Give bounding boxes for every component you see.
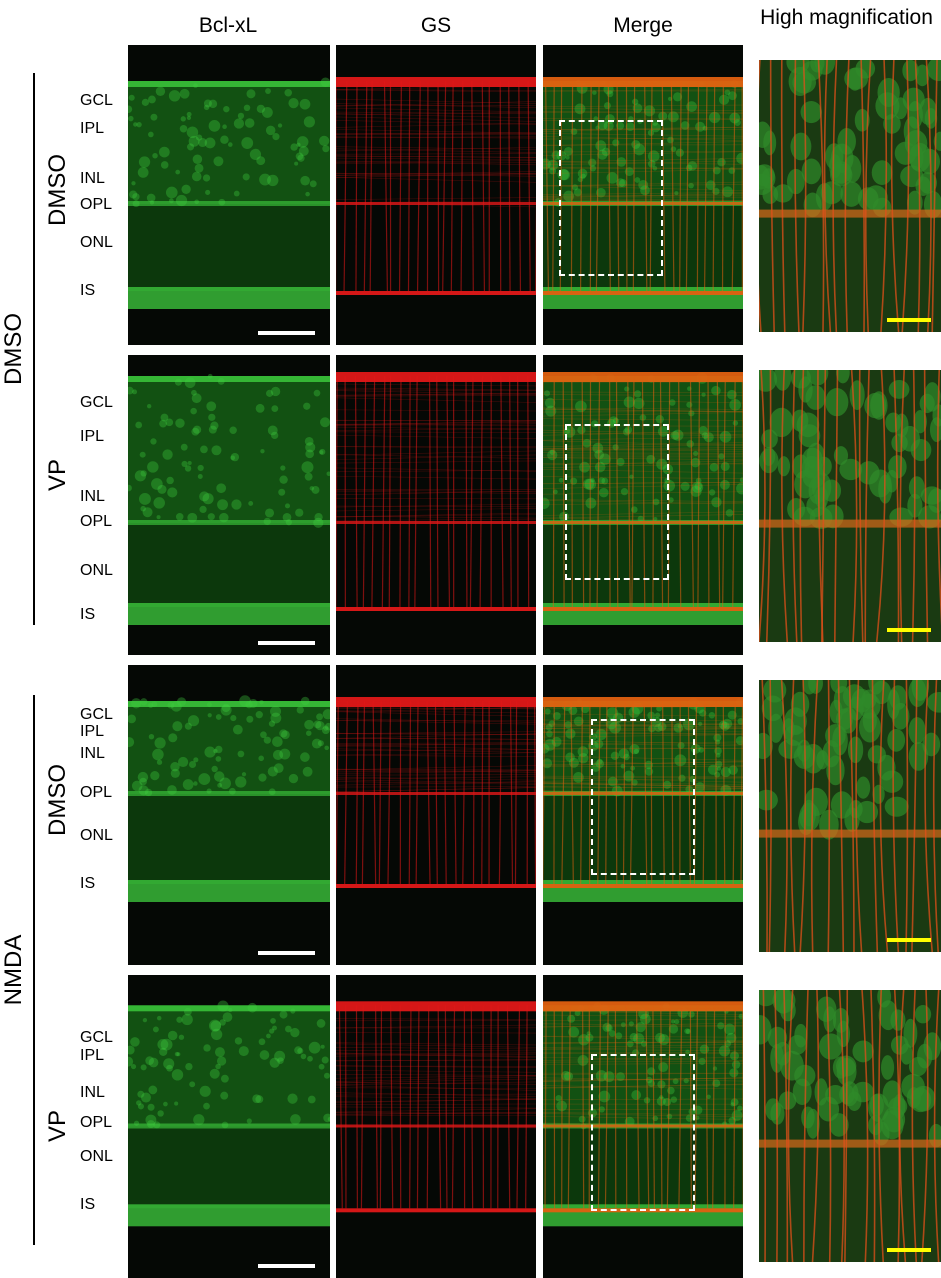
layer-label: INL [80,171,105,187]
bcl-xl-panel [128,975,330,1278]
layer-label: IPL [80,724,104,740]
layer-label: OPL [80,514,112,530]
bcl-xl-panel [128,665,330,965]
layer-label: GCL [80,93,113,109]
layer-label: OPL [80,197,112,213]
layer-label: IPL [80,429,104,445]
group-bracket-dmso [33,73,35,625]
zoom-region-box [591,1054,695,1212]
header-gs: GS [336,14,536,38]
scale-bar [258,1264,315,1268]
layer-label: ONL [80,828,113,844]
scale-bar [887,318,931,322]
zoom-region-box [565,424,669,580]
group-label-dmso: DMSO [0,313,28,385]
gs-panel [336,975,536,1278]
bcl-xl-panel [128,355,330,655]
group-label-nmda: NMDA [0,935,28,1006]
layer-label: INL [80,489,105,505]
zoom-region-box [591,719,695,875]
gs-panel [336,665,536,965]
row-label: DMSO [44,154,72,226]
layer-label: IPL [80,121,104,137]
header-bcl-xl: Bcl-xL [128,14,328,38]
row-label: DMSO [44,764,72,836]
scale-bar [258,641,315,645]
layer-label: IS [80,607,95,623]
layer-label: IS [80,1197,95,1213]
layer-label: INL [80,746,105,762]
scale-bar [258,331,315,335]
layer-label: INL [80,1085,105,1101]
high-magnification-panel [759,680,941,952]
layer-label: GCL [80,1030,113,1046]
high-magnification-panel [759,990,941,1262]
layer-label: ONL [80,1149,113,1165]
layer-label: OPL [80,1115,112,1131]
layer-label: ONL [80,563,113,579]
scale-bar [887,938,931,942]
bcl-xl-panel [128,45,330,345]
zoom-region-box [559,120,663,276]
gs-panel [336,45,536,345]
layer-label: ONL [80,235,113,251]
gs-panel [336,355,536,655]
scale-bar [887,628,931,632]
layer-label: IS [80,283,95,299]
layer-label: GCL [80,707,113,723]
scale-bar [258,951,315,955]
header-merge: Merge [543,14,743,38]
layer-label: OPL [80,785,112,801]
layer-label: GCL [80,395,113,411]
layer-label: IPL [80,1048,104,1064]
group-bracket-nmda [33,695,35,1245]
high-magnification-panel [759,60,941,332]
header-high-magnification: High magnification [752,4,941,31]
scale-bar [887,1248,931,1252]
layer-label: IS [80,876,95,892]
row-label: VP [44,459,72,491]
row-label: VP [44,1110,72,1142]
high-magnification-panel [759,370,941,642]
